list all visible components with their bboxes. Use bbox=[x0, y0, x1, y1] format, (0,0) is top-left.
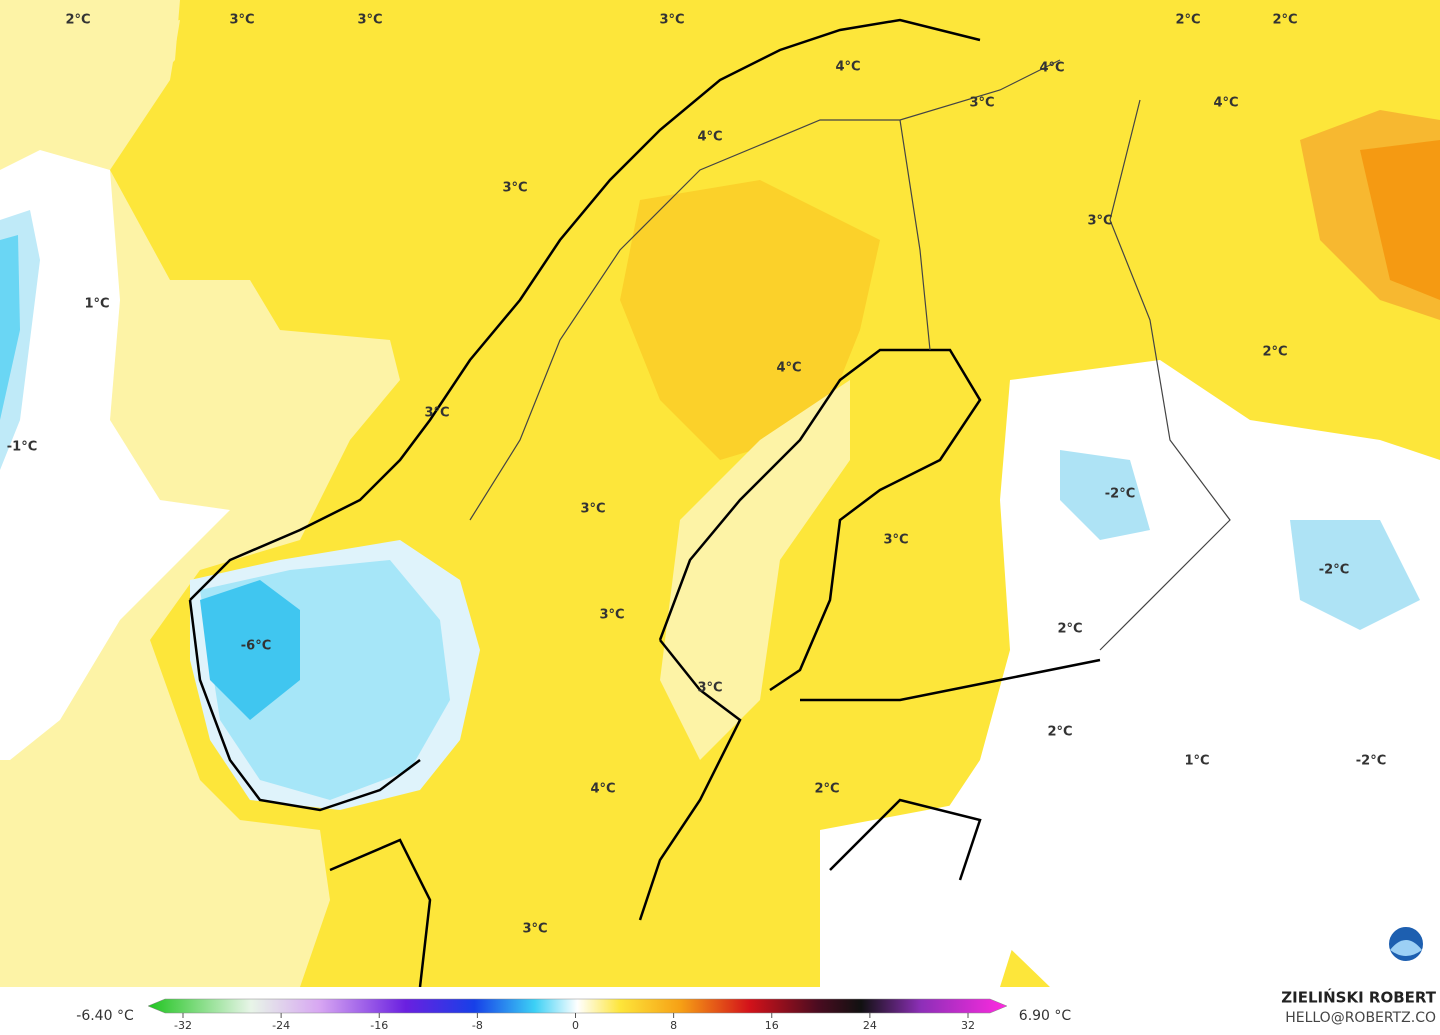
warm-region bbox=[620, 180, 880, 460]
cold-region bbox=[1290, 520, 1420, 630]
legend-tick-label: -24 bbox=[272, 1019, 290, 1032]
coast-south-norway bbox=[188, 599, 421, 812]
cold-region bbox=[1060, 450, 1150, 540]
contour-label: -2°C bbox=[1319, 563, 1349, 578]
white-region bbox=[820, 800, 1040, 987]
borders bbox=[469, 59, 1231, 651]
logo-wave bbox=[1390, 940, 1422, 956]
contour-label: -2°C bbox=[1105, 487, 1135, 502]
credit-name: ZIELIŃSKI ROBERT bbox=[1281, 988, 1436, 1007]
legend-min: -6.40 °C bbox=[76, 1008, 134, 1024]
contour-label: 3°C bbox=[424, 406, 449, 421]
contour-label: 2°C bbox=[1175, 13, 1200, 28]
legend-tick-label: 8 bbox=[670, 1019, 677, 1032]
contour-label: 3°C bbox=[599, 608, 624, 623]
contour-label: 4°C bbox=[1039, 61, 1064, 76]
legend-tick-label: 0 bbox=[572, 1019, 579, 1032]
contour-label: 2°C bbox=[65, 13, 90, 28]
legend-tick-label: -8 bbox=[472, 1019, 483, 1032]
sea-region bbox=[660, 380, 850, 760]
legend-max: 6.90 °C bbox=[1019, 1008, 1072, 1024]
color-legend: -6.40 °C 6.90 °C -32 -24 -16 -8 0 8 16 24 32 bbox=[76, 998, 1072, 1032]
contour-labels: 2°C 3°C 3°C 3°C 2°C 2°C 4°C 4°C 3°C 4°C 4°C 3°C 3°C 1… bbox=[7, 13, 1386, 937]
contour-label: 3°C bbox=[580, 502, 605, 517]
coast-bothnia bbox=[658, 348, 982, 692]
white-region bbox=[900, 360, 1440, 987]
contour-label: 2°C bbox=[1272, 13, 1297, 28]
coast-finland-south bbox=[800, 658, 1101, 702]
coast-baltics bbox=[829, 798, 982, 881]
contour-label: -6°C bbox=[241, 639, 271, 654]
contour-label: 1°C bbox=[84, 297, 109, 312]
contour-label: 3°C bbox=[697, 681, 722, 696]
contour-label: 4°C bbox=[697, 130, 722, 145]
coast-norway bbox=[189, 18, 981, 601]
contour-label: 3°C bbox=[502, 181, 527, 196]
contour-label: 4°C bbox=[776, 361, 801, 376]
contour-label: 3°C bbox=[1087, 214, 1112, 229]
color-bar bbox=[147, 998, 1008, 1014]
legend-tick-label: 24 bbox=[863, 1019, 877, 1032]
contour-label: 3°C bbox=[883, 533, 908, 548]
credit-email: HELLO@ROBERTZ.CO bbox=[1285, 1010, 1436, 1026]
legend-tick-label: -32 bbox=[174, 1019, 192, 1032]
contour-label: 2°C bbox=[1262, 345, 1287, 360]
contour-label: 1°C bbox=[1184, 754, 1209, 769]
contour-label: 4°C bbox=[835, 60, 860, 75]
coast-denmark bbox=[329, 838, 432, 988]
map bbox=[0, 0, 1440, 988]
border-sweden-finland bbox=[899, 119, 931, 351]
white-region bbox=[0, 150, 230, 760]
contour-label: 3°C bbox=[229, 13, 254, 28]
contour-label: 2°C bbox=[1057, 622, 1082, 637]
border-norway-sweden bbox=[469, 59, 1061, 521]
contour-label: 2°C bbox=[1047, 725, 1072, 740]
contour-label: 4°C bbox=[590, 782, 615, 797]
contour-label: 3°C bbox=[522, 922, 547, 937]
contour-label: 3°C bbox=[969, 96, 994, 111]
coastline bbox=[188, 18, 1101, 988]
legend-tick-label: 16 bbox=[765, 1019, 779, 1032]
legend-tick-label: -16 bbox=[370, 1019, 388, 1032]
contour-label: -1°C bbox=[7, 440, 37, 455]
contour-label: 3°C bbox=[357, 13, 382, 28]
contour-label: 4°C bbox=[1213, 96, 1238, 111]
border-finland-russia bbox=[1099, 99, 1231, 651]
contour-label: -2°C bbox=[1356, 754, 1386, 769]
warm-region bbox=[1360, 140, 1440, 300]
cold-region bbox=[200, 580, 300, 720]
cold-region bbox=[0, 235, 20, 420]
contour-label: 3°C bbox=[659, 13, 684, 28]
noaa-logo bbox=[1387, 925, 1425, 963]
contour-label: 2°C bbox=[814, 782, 839, 797]
legend-tick-label: 32 bbox=[961, 1019, 975, 1032]
coast-sweden-east bbox=[638, 639, 742, 921]
